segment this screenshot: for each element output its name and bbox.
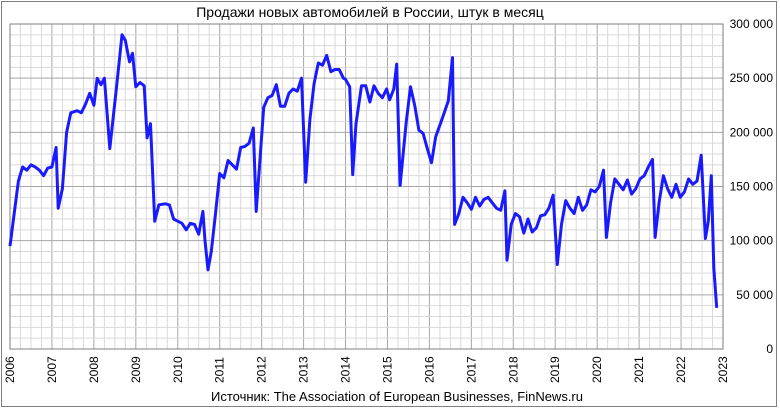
x-tick-label: 2009 bbox=[129, 356, 143, 383]
y-tick-label: 100 000 bbox=[730, 234, 774, 248]
y-tick-label: 200 000 bbox=[730, 125, 774, 139]
x-tick-label: 2016 bbox=[422, 356, 436, 383]
x-tick-label: 2021 bbox=[632, 356, 646, 383]
x-tick-label: 2007 bbox=[45, 356, 59, 383]
series-line bbox=[8, 33, 719, 308]
x-tick-label: 2019 bbox=[548, 356, 562, 383]
y-tick-label: 150 000 bbox=[730, 180, 774, 194]
x-tick-label: 2015 bbox=[380, 356, 394, 383]
series-group bbox=[8, 33, 719, 308]
x-tick-label: 2014 bbox=[339, 356, 353, 383]
x-axis-ticks: 2006 2007 2008 2009 2010 2011 2012 2013 2014 2015… bbox=[3, 356, 730, 383]
y-tick-label: 0 bbox=[766, 342, 773, 356]
source-note: Источник: The Association of European Bu… bbox=[211, 389, 583, 404]
plot-area-border bbox=[9, 23, 724, 350]
y-tick-label: 300 000 bbox=[730, 17, 774, 31]
x-tick-label: 2013 bbox=[297, 356, 311, 383]
chart-title: Продажи новых автомобилей в России, штук… bbox=[196, 4, 544, 20]
y-tick-label: 50 000 bbox=[736, 288, 773, 302]
grid bbox=[9, 23, 724, 350]
x-tick-label: 2008 bbox=[87, 356, 101, 383]
x-tick-label: 2022 bbox=[674, 356, 688, 383]
y-tick-label: 250 000 bbox=[730, 71, 774, 85]
y-axis-ticks: 0 50 000 100 000 150 000 200 000 250 000 300 0… bbox=[730, 17, 774, 356]
x-tick-label: 2017 bbox=[464, 356, 478, 383]
x-tick-label: 2020 bbox=[590, 356, 604, 383]
x-tick-label: 2010 bbox=[171, 356, 185, 383]
x-tick-label: 2018 bbox=[506, 356, 520, 383]
x-tick-label: 2012 bbox=[255, 356, 269, 383]
x-tick-label: 2023 bbox=[716, 356, 730, 383]
x-tick-label: 2006 bbox=[3, 356, 17, 383]
x-tick-label: 2011 bbox=[213, 357, 227, 383]
